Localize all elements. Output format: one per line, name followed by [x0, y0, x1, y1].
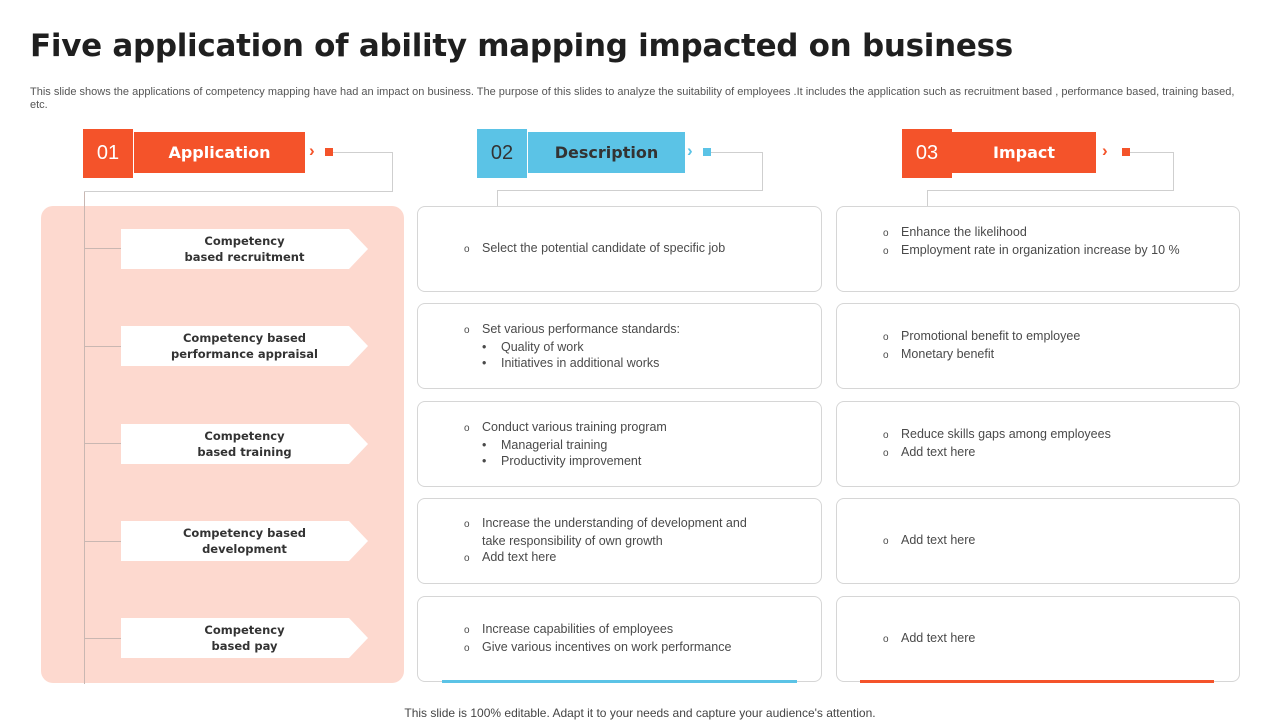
- application-label: Competency based recruitment: [184, 234, 305, 264]
- list-item: Add text here: [883, 532, 975, 550]
- header-connector-base: [84, 191, 393, 192]
- list-item: Enhance the likelihood: [883, 224, 1180, 242]
- square-marker-icon: [703, 148, 711, 156]
- description-accent-bar: [442, 680, 797, 683]
- list-item: Increase capabilities of employees: [464, 621, 731, 639]
- list-item: Give various incentives on work performa…: [464, 639, 731, 657]
- chevron-right-icon: ›: [687, 141, 693, 160]
- impact-accent-bar: [860, 680, 1214, 683]
- application-label: Competency based performance appraisal: [171, 331, 318, 361]
- sub-list-item: Quality of work: [464, 339, 680, 355]
- sub-list-item: Productivity improvement: [464, 453, 667, 469]
- header-connector-base: [497, 190, 763, 207]
- square-marker-icon: [325, 148, 333, 156]
- header-connector: [1130, 152, 1174, 191]
- chevron-right-icon: ›: [309, 141, 315, 160]
- application-item: Competency based training: [121, 424, 368, 464]
- page-subtitle: This slide shows the applications of com…: [30, 86, 1235, 111]
- list-item: Select the potential candidate of specif…: [464, 240, 725, 258]
- impact-card: Add text here: [836, 596, 1240, 682]
- header-connector-base: [927, 190, 1174, 207]
- header-label: Application: [134, 132, 305, 173]
- list-item: Add text here: [883, 444, 1111, 462]
- description-card: Conduct various training program Manager…: [417, 401, 822, 487]
- square-marker-icon: [1122, 148, 1130, 156]
- application-item: Competency based performance appraisal: [121, 326, 368, 366]
- chevron-right-icon: ›: [1102, 141, 1108, 160]
- branch-line: [84, 541, 122, 542]
- impact-card: Promotional benefit to employee Monetary…: [836, 303, 1240, 389]
- header-connector: [711, 152, 763, 191]
- header-application: 01 Application ›: [83, 129, 403, 178]
- branch-line: [84, 248, 122, 249]
- application-item: Competency based pay: [121, 618, 368, 658]
- list-item: Monetary benefit: [883, 346, 1080, 364]
- header-label: Impact: [952, 132, 1096, 173]
- list-item: Add text here: [883, 630, 975, 648]
- list-item: Reduce skills gaps among employees: [883, 426, 1111, 444]
- branch-line: [84, 443, 122, 444]
- list-item-continuation: take responsibility of own growth: [482, 534, 663, 548]
- header-label: Description: [528, 132, 685, 173]
- description-card: Set various performance standards: Quali…: [417, 303, 822, 389]
- branch-line: [84, 346, 122, 347]
- header-number: 03: [902, 129, 952, 178]
- list-item: Promotional benefit to employee: [883, 328, 1080, 346]
- list-item: Increase the understanding of developmen…: [464, 515, 747, 533]
- impact-card: Reduce skills gaps among employees Add t…: [836, 401, 1240, 487]
- header-description: 02 Description ›: [477, 129, 797, 178]
- header-number: 02: [477, 129, 527, 178]
- header-connector: [333, 152, 393, 192]
- application-item: Competency based recruitment: [121, 229, 368, 269]
- application-label: Competency based training: [197, 429, 292, 459]
- list-item: Employment rate in organization increase…: [883, 242, 1180, 260]
- impact-card: Add text here: [836, 498, 1240, 584]
- description-card: Select the potential candidate of specif…: [417, 206, 822, 292]
- list-item: Set various performance standards:: [464, 321, 680, 339]
- list-item: Add text here: [464, 549, 747, 567]
- sub-list-item: Initiatives in additional works: [464, 355, 680, 371]
- description-card: Increase the understanding of developmen…: [417, 498, 822, 584]
- tree-connector: [84, 192, 85, 684]
- header-impact: 03 Impact ›: [902, 129, 1222, 178]
- application-label: Competency based development: [182, 526, 307, 556]
- application-item: Competency based development: [121, 521, 368, 561]
- application-label: Competency based pay: [204, 623, 285, 653]
- branch-line: [84, 638, 122, 639]
- description-card: Increase capabilities of employees Give …: [417, 596, 822, 682]
- page-title: Five application of ability mapping impa…: [30, 28, 1013, 64]
- sub-list-item: Managerial training: [464, 437, 667, 453]
- footer-note: This slide is 100% editable. Adapt it to…: [404, 706, 876, 720]
- list-item: Conduct various training program: [464, 419, 667, 437]
- impact-card: Enhance the likelihood Employment rate i…: [836, 206, 1240, 292]
- header-number: 01: [83, 129, 133, 178]
